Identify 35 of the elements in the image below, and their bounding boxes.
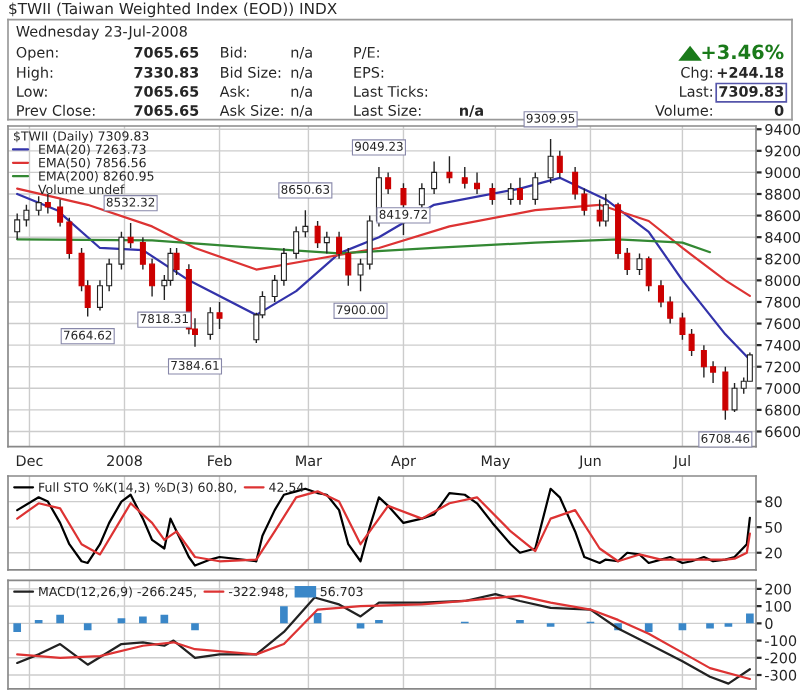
bar <box>706 623 714 629</box>
candlestick <box>532 171 539 206</box>
candlestick <box>461 166 468 190</box>
bar <box>56 614 64 624</box>
candlestick <box>556 150 563 179</box>
candlestick <box>507 182 514 206</box>
bar <box>139 616 147 624</box>
bar <box>13 623 22 632</box>
candlestick <box>446 155 453 184</box>
candlestick <box>323 231 330 255</box>
bar <box>83 623 92 631</box>
candlestick <box>118 231 125 271</box>
candlestick <box>44 193 51 215</box>
candlestick <box>489 182 496 206</box>
candlestick <box>14 212 21 241</box>
bar <box>746 613 754 624</box>
bar <box>356 623 365 629</box>
candlestick <box>596 198 603 228</box>
bar <box>280 606 288 624</box>
line-series <box>16 187 751 297</box>
bar <box>644 623 653 632</box>
candlestick <box>35 195 42 217</box>
candlestick <box>293 225 300 260</box>
candlestick <box>431 160 438 195</box>
text: +3.46% <box>702 44 784 60</box>
candlestick <box>602 193 609 228</box>
line-series <box>16 238 712 255</box>
candlestick <box>207 306 214 341</box>
candlestick <box>516 177 523 206</box>
bar <box>191 623 199 631</box>
candlestick <box>547 138 554 184</box>
candlestick <box>173 247 180 276</box>
bar <box>678 623 687 631</box>
candlestick <box>636 252 643 276</box>
candlestick <box>474 171 481 195</box>
